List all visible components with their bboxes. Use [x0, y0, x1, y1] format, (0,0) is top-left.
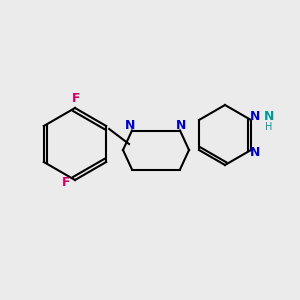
Text: F: F — [72, 92, 81, 106]
Text: N: N — [176, 119, 187, 133]
Text: F: F — [62, 176, 70, 190]
Text: N: N — [264, 110, 274, 124]
Text: H: H — [265, 122, 273, 131]
Text: N: N — [125, 119, 136, 133]
Text: N: N — [250, 110, 261, 124]
Text: N: N — [250, 146, 261, 160]
